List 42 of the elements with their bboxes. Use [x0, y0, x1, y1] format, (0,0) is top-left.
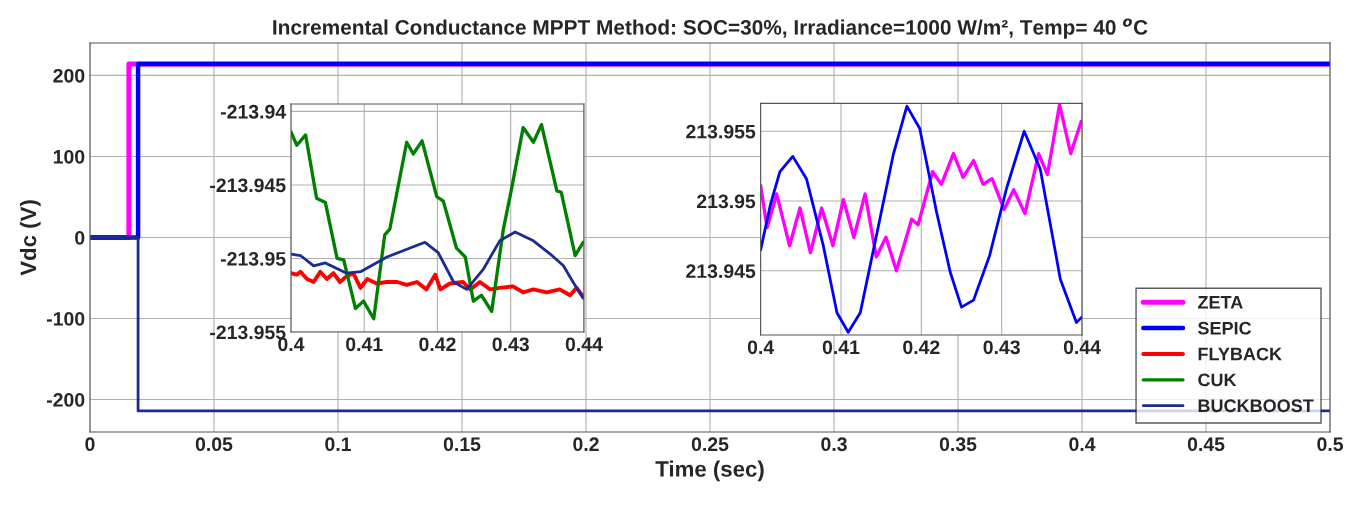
y-tick-label: 100 [53, 149, 85, 164]
line-series [290, 230, 584, 300]
x-tick-label: 0.41 [346, 337, 383, 352]
legend-label: BUCKBOOST [1198, 399, 1314, 413]
legend-label: SEPIC [1197, 321, 1252, 335]
x-tick-label: 0.44 [565, 337, 603, 352]
x-tick-label: 0.4 [747, 340, 775, 355]
x-tick-label: 0.4 [1069, 437, 1096, 452]
y-tick-label: -200 [46, 393, 85, 407]
y-tick-label: -213.94 [220, 104, 286, 119]
x-tick-label: 0.45 [1187, 437, 1225, 452]
x-tick-label: 0.3 [821, 437, 847, 452]
x-tick-label: 0.15 [443, 437, 481, 452]
y-tick-label: -213.945 [210, 178, 286, 193]
y-tick-label: -100 [46, 311, 85, 326]
y-tick-label: -213.95 [220, 251, 286, 266]
x-tick-label: 0.41 [822, 340, 860, 355]
x-tick-label: 0.5 [1317, 437, 1344, 452]
y-tick-label: 200 [53, 68, 85, 83]
line-series [290, 122, 584, 321]
line-series [760, 104, 1083, 334]
x-tick-label: 0.42 [419, 337, 456, 352]
legend-label: FLYBACK [1198, 347, 1282, 361]
legend-label: ZETA [1197, 296, 1243, 309]
x-tick-label: 0.43 [492, 337, 529, 352]
x-tick-label: 0.43 [983, 340, 1020, 355]
y-tick-label: 0 [75, 230, 85, 245]
x-tick-label: 0.05 [195, 437, 233, 452]
x-tick-label: 0.2 [573, 437, 599, 452]
y-tick-label: 213.945 [686, 264, 756, 279]
x-tick-label: 0.42 [903, 340, 940, 355]
x-tick-label: 0.44 [1063, 340, 1101, 355]
chart-title: Incremental Conductance MPPT Method: SOC=30%, Irradiance=1000 W/m², Temp= 40 $^{o}$C [273, 18, 1148, 39]
x-tick-label: 0 [85, 437, 95, 452]
y-tick-label: 213.95 [696, 194, 756, 209]
x-tick-label: 0.25 [691, 437, 729, 452]
x-tick-label: 0.35 [939, 437, 977, 452]
x-axis-title: Time (sec) [655, 460, 764, 482]
x-tick-label: 0.1 [325, 437, 351, 452]
y-tick-label: 213.955 [686, 124, 756, 139]
legend-label: CUK [1198, 373, 1237, 387]
y-axis-title: Vdc (V) [19, 200, 41, 276]
